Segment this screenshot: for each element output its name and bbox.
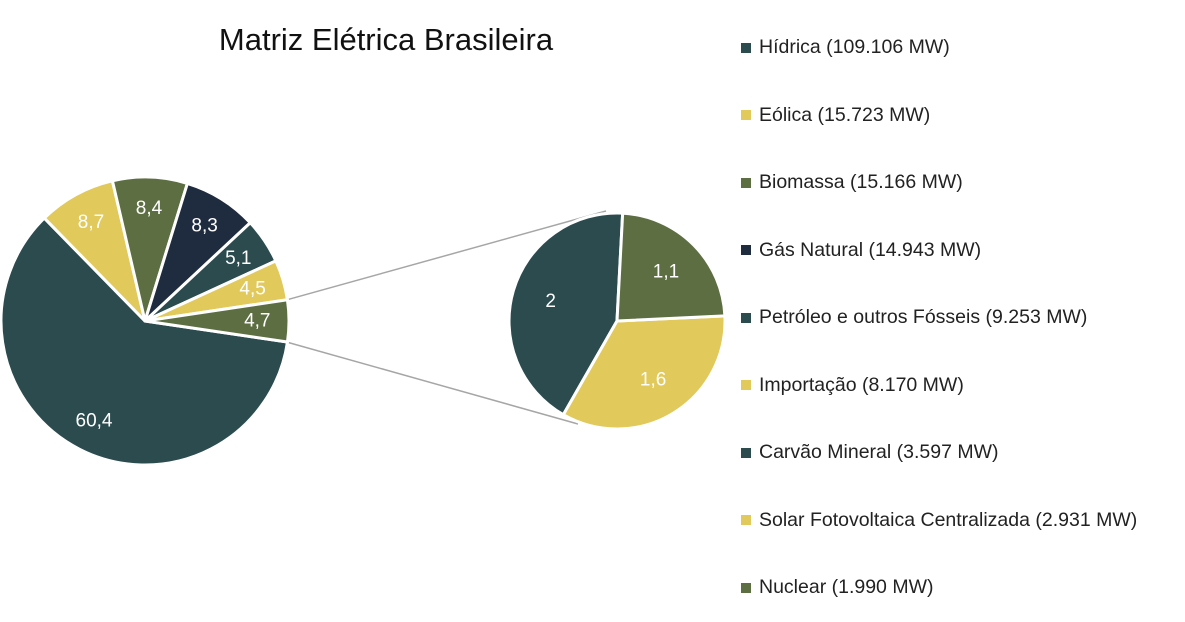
- legend: Hídrica (109.106 MW) Eólica (15.723 MW) Bi…: [741, 14, 1137, 622]
- pie-of-pie-chart: 60,4 8,7 8,4 8,3 5,1 4,5 4,7 2 1,6 1,1: [0, 175, 727, 467]
- pie-slice: [507, 211, 625, 417]
- legend-swatch: [741, 177, 751, 188]
- main-pie: 60,4 8,7 8,4 8,3 5,1 4,5 4,7: [0, 175, 291, 467]
- legend-swatch: [741, 447, 751, 458]
- connector-lines: [286, 210, 607, 425]
- slice-label: 8,7: [78, 212, 104, 233]
- legend-item: Biomassa (15.166 MW): [741, 149, 1137, 217]
- legend-label: Hídrica (109.106 MW): [759, 36, 950, 58]
- pie-slice: [615, 211, 727, 323]
- pie-slice: [143, 298, 291, 344]
- slice-label: 8,3: [191, 215, 217, 236]
- legend-swatch: [741, 380, 751, 391]
- legend-swatch: [741, 312, 751, 323]
- slice-label: 60,4: [76, 411, 113, 432]
- slice-label: 1,1: [653, 262, 679, 283]
- pie-slice: [561, 314, 727, 431]
- legend-item: Carvão Mineral (3.597 MW): [741, 419, 1137, 487]
- slice-label: 4,5: [239, 278, 265, 299]
- legend-item: Hídrica (109.106 MW): [741, 14, 1137, 82]
- slice-label: 5,1: [225, 248, 251, 269]
- legend-label: Solar Fotovoltaica Centralizada (2.931 M…: [759, 508, 1138, 531]
- legend-swatch: [741, 515, 751, 526]
- pie-slice: [0, 216, 289, 467]
- legend-swatch: [741, 110, 751, 121]
- legend-swatch: [741, 582, 751, 593]
- legend-label: Biomassa (15.166 MW): [759, 171, 963, 193]
- slice-label: 8,4: [136, 198, 163, 219]
- slice-label: 4,7: [244, 310, 270, 331]
- legend-label: Carvão Mineral (3.597 MW): [759, 441, 999, 463]
- secondary-pie: 2 1,6 1,1: [507, 211, 727, 431]
- chart-title: Matriz Elétrica Brasileira: [218, 22, 554, 57]
- legend-item: Gás Natural (14.943 MW): [741, 217, 1137, 285]
- legend-label: Petróleo e outros Fósseis (9.253 MW): [759, 306, 1088, 328]
- legend-item: Petróleo e outros Fósseis (9.253 MW): [741, 284, 1137, 352]
- legend-label: Gás Natural (14.943 MW): [759, 238, 982, 261]
- legend-item: Solar Fotovoltaica Centralizada (2.931 M…: [741, 487, 1137, 555]
- legend-swatch: [741, 42, 751, 53]
- legend-item: Nuclear (1.990 MW): [741, 554, 1137, 622]
- connector-line: [286, 341, 579, 425]
- legend-swatch: [741, 245, 751, 256]
- legend-label: Importação (8.170 MW): [759, 373, 964, 396]
- slice-label: 2: [545, 291, 556, 312]
- legend-item: Eólica (15.723 MW): [741, 82, 1137, 150]
- slice-label: 1,6: [640, 370, 666, 391]
- connector-line: [287, 210, 607, 301]
- legend-label: Nuclear (1.990 MW): [759, 576, 934, 598]
- legend-label: Eólica (15.723 MW): [759, 103, 931, 126]
- legend-item: Importação (8.170 MW): [741, 352, 1137, 420]
